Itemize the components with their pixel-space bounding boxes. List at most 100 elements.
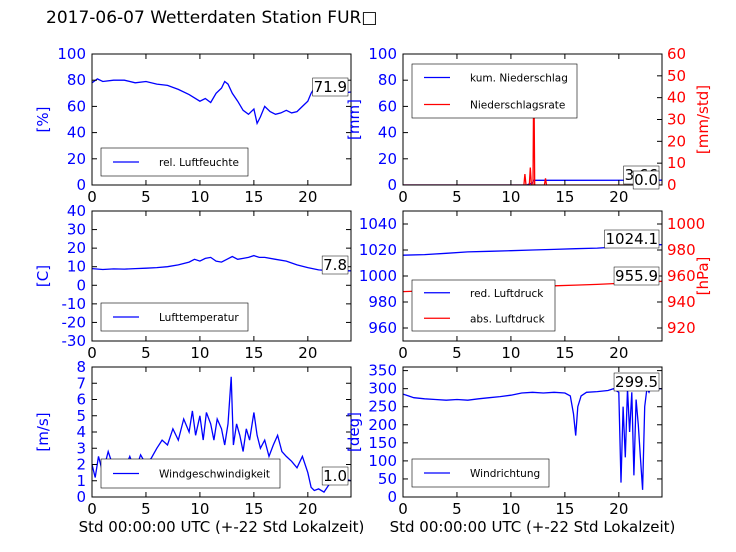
y2-tick-label: 980 — [667, 241, 696, 259]
y2-tick-label: 40 — [667, 89, 686, 107]
last-value-label: 0.0 — [634, 171, 658, 189]
x-tick-label: 10 — [501, 188, 520, 206]
x-tick-label: 5 — [141, 344, 151, 362]
x-tick-label: 5 — [452, 344, 462, 362]
series-precip-0 — [403, 179, 662, 185]
panel-pressure: 0 5 10 15 20 960 980 1000 1020 1040 920 940 960 980 10… — [359, 210, 712, 362]
legend-frame — [411, 279, 556, 332]
y-tick-label: 40 — [378, 124, 397, 142]
last-value-box — [321, 466, 349, 486]
legend: Windgeschwindigkeit — [100, 458, 281, 489]
y2-tick-label: 1000 — [667, 215, 705, 233]
x-tick-label: 0 — [87, 344, 97, 362]
x-tick-label: 15 — [244, 500, 263, 518]
x-tick-label: 15 — [555, 188, 574, 206]
x-tick-label: 10 — [190, 344, 209, 362]
y-axis-label: [m/s] — [34, 412, 52, 451]
y-tick-label: 8 — [76, 358, 86, 376]
last-value-box — [312, 77, 349, 97]
y-tick-label: 3 — [76, 439, 86, 457]
x-tick-label: 20 — [609, 188, 628, 206]
series-temperature-0 — [92, 254, 351, 272]
last-value-label: 7.8 — [323, 256, 347, 274]
x-tick-label: 10 — [501, 344, 520, 362]
y-tick-label: -20 — [62, 313, 87, 331]
x-tick-label: 5 — [141, 500, 151, 518]
y-tick-label: 50 — [378, 470, 397, 488]
y-tick-label: 100 — [368, 452, 397, 470]
y-tick-label: 2 — [76, 456, 86, 474]
y-tick-label: 150 — [368, 434, 397, 452]
y-tick-label: 1 — [76, 472, 86, 490]
y2-tick-label: 20 — [667, 132, 686, 150]
x-axis-label: Std 00:00:00 UTC (+-22 Std Lokalzeit) — [390, 518, 676, 536]
x-tick-label: 20 — [609, 500, 628, 518]
last-value-box — [613, 372, 660, 392]
axes-frame — [91, 53, 352, 186]
y-axis-label: [deg] — [345, 412, 363, 452]
legend: kum. Niederschlag Niederschlagsrate — [411, 63, 578, 119]
x-tick-label: 15 — [244, 188, 263, 206]
last-value-box — [604, 229, 660, 249]
panel-precip: 0 5 10 15 20 0 20 40 60 80 100 0 10 20 30 40 50 60 [mm] [mm… — [345, 45, 712, 206]
legend-entry: Lufttemperatur — [159, 312, 239, 324]
y-axis-label: [%] — [34, 107, 52, 133]
x-tick-label: 0 — [398, 500, 408, 518]
y-tick-label: 960 — [368, 319, 397, 337]
y-tick-label: 5 — [76, 407, 86, 425]
y-axis-label: [C] — [34, 265, 52, 287]
y-tick-label: 80 — [67, 71, 86, 89]
y-tick-label: 0 — [387, 176, 397, 194]
legend-entry: kum. Niederschlag — [470, 73, 568, 85]
series-winddir-0 — [403, 386, 662, 490]
legend-entry: Windrichtung — [470, 468, 540, 480]
y-tick-label: 200 — [368, 416, 397, 434]
series-precip-1 — [403, 64, 662, 185]
last-value-label: 71.9 — [314, 78, 347, 96]
y-tick-label: 60 — [378, 97, 397, 115]
axes-frame — [402, 366, 663, 498]
last-value-box — [613, 266, 660, 286]
legend-entry: rel. Luftfeuchte — [159, 157, 239, 169]
legend-entry: Windgeschwindigkeit — [159, 469, 270, 481]
y-tick-label: 1000 — [359, 267, 397, 285]
y-tick-label: 30 — [67, 221, 86, 239]
x-tick-label: 0 — [398, 188, 408, 206]
y-tick-label: 7 — [76, 374, 86, 392]
legend: Windrichtung — [411, 458, 550, 488]
y-tick-label: 40 — [67, 124, 86, 142]
y-tick-label: 100 — [57, 45, 86, 63]
y-axis-label: [mm] — [345, 99, 363, 140]
series-humidity-0 — [92, 78, 351, 126]
y2-tick-label: 960 — [667, 267, 696, 285]
x-tick-label: 15 — [555, 500, 574, 518]
y2-tick-label: 30 — [667, 111, 686, 129]
y-tick-label: 0 — [76, 176, 86, 194]
figure-title: 2017-06-07 Wetterdaten Station FUR□ — [46, 8, 378, 28]
legend-entry: abs. Luftdruck — [470, 313, 546, 325]
x-tick-label: 20 — [298, 500, 317, 518]
y-tick-label: 300 — [368, 380, 397, 398]
y-tick-label: 20 — [67, 150, 86, 168]
y-tick-label: 40 — [67, 202, 86, 220]
x-tick-label: 5 — [141, 188, 151, 206]
x-tick-label: 20 — [298, 344, 317, 362]
y-tick-label: -10 — [62, 295, 87, 313]
last-value-box — [321, 255, 349, 275]
y-tick-label: 20 — [378, 150, 397, 168]
y2-tick-label: 920 — [667, 319, 696, 337]
y-tick-label: 980 — [368, 293, 397, 311]
y2-tick-label: 940 — [667, 293, 696, 311]
y-tick-label: 0 — [387, 488, 397, 506]
x-tick-label: 0 — [398, 344, 408, 362]
y-tick-label: 80 — [378, 71, 397, 89]
y-tick-label: 4 — [76, 423, 86, 441]
y2-tick-label: 50 — [667, 67, 686, 85]
x-tick-label: 5 — [452, 188, 462, 206]
y-tick-label: 10 — [67, 258, 86, 276]
x-tick-label: 10 — [190, 500, 209, 518]
panel-humidity: 0 5 10 15 20 0 20 40 60 80 100 [%] 71.9 rel. Luftfeuc… — [34, 45, 352, 206]
last-value-label: 299.5 — [615, 373, 658, 391]
